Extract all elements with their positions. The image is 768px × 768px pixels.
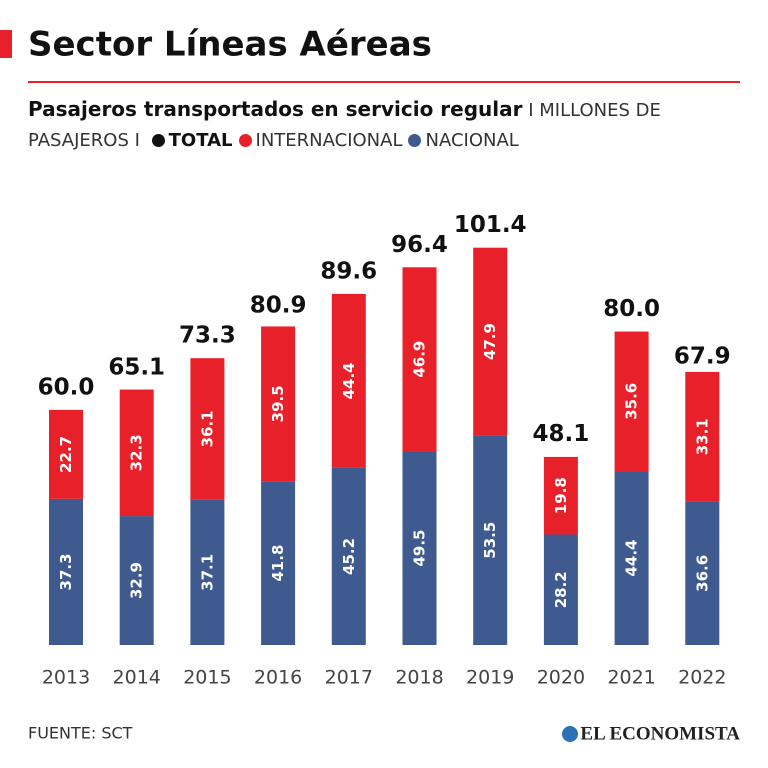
segment-label: 22.7 xyxy=(57,436,75,473)
bar-segment xyxy=(119,516,154,645)
segment-label: 32.3 xyxy=(128,434,146,471)
segment-label: 39.5 xyxy=(269,385,287,422)
subtitle-block: Pasajeros transportados en servicio regu… xyxy=(28,94,748,156)
legend-swatch xyxy=(408,134,422,147)
total-label: 73.3 xyxy=(179,322,236,348)
total-label: 67.9 xyxy=(674,343,731,369)
bar-segment xyxy=(190,358,225,500)
segment-label: 32.9 xyxy=(128,562,146,599)
bar-segment xyxy=(331,293,366,468)
bar-segment xyxy=(119,389,154,517)
bar-segment xyxy=(614,331,649,472)
total-label: 96.4 xyxy=(391,232,448,258)
segment-label: 36.1 xyxy=(198,410,216,447)
x-tick-label: 2013 xyxy=(42,667,90,689)
bar-segment xyxy=(331,467,366,645)
segment-label: 45.2 xyxy=(340,538,358,575)
bar-segment xyxy=(402,267,437,452)
brand: EL ECONOMISTA xyxy=(580,723,740,744)
bar-segment xyxy=(49,409,83,499)
x-tick-label: 2014 xyxy=(113,667,161,689)
segment-label: 33.1 xyxy=(693,418,711,455)
legend-swatch xyxy=(238,134,252,147)
legend: TOTAL INTERNACIONAL NACIONAL xyxy=(146,130,519,151)
legend-label: NACIONAL xyxy=(425,130,519,151)
segment-label: 37.1 xyxy=(198,554,216,591)
bar-segment xyxy=(685,501,720,645)
segment-label: 44.4 xyxy=(623,540,641,577)
total-label: 60.0 xyxy=(38,374,95,400)
legend-label: TOTAL xyxy=(168,130,233,151)
x-tick-label: 2019 xyxy=(466,667,514,689)
total-label: 80.9 xyxy=(250,293,307,319)
segment-label: 19.8 xyxy=(552,477,570,514)
legend-swatch xyxy=(151,134,165,147)
x-tick-label: 2021 xyxy=(607,667,655,689)
total-label: 80.0 xyxy=(603,296,660,322)
segment-label: 46.9 xyxy=(411,341,429,378)
segment-label: 28.2 xyxy=(552,571,570,608)
segment-label: 35.6 xyxy=(623,383,641,420)
segment-label: 47.9 xyxy=(481,323,499,360)
bar-segment xyxy=(473,247,508,436)
bar-segment xyxy=(190,499,225,645)
x-tick-label: 2015 xyxy=(183,667,231,689)
bar-segment xyxy=(402,451,437,645)
brand-logo xyxy=(562,726,578,742)
bar-segment xyxy=(543,456,578,535)
bar-segment xyxy=(261,326,296,482)
bar-segment xyxy=(261,481,296,645)
total-label: 89.6 xyxy=(320,258,377,284)
segment-label: 37.3 xyxy=(57,553,75,590)
total-label: 101.4 xyxy=(454,212,527,238)
bar-segment xyxy=(473,435,508,645)
x-tick-label: 2018 xyxy=(395,667,443,689)
subtitle: Pasajeros transportados en servicio regu… xyxy=(28,97,523,121)
source: FUENTE: SCT xyxy=(28,724,133,743)
legend-label: INTERNACIONAL xyxy=(255,130,403,151)
unit: I MILLONES DE PASAJEROS I xyxy=(28,100,661,151)
x-tick-label: 2017 xyxy=(325,667,373,689)
total-label: 48.1 xyxy=(533,421,590,447)
total-label: 65.1 xyxy=(108,354,165,380)
title: Sector Líneas Aéreas xyxy=(28,25,432,65)
bar-segment xyxy=(49,498,83,645)
title-accent xyxy=(0,30,12,58)
segment-label: 44.4 xyxy=(340,362,358,399)
x-tick-label: 2020 xyxy=(537,667,585,689)
x-tick-label: 2016 xyxy=(254,667,302,689)
bar-segment xyxy=(614,471,649,645)
x-tick-label: 2022 xyxy=(678,667,726,689)
segment-label: 41.8 xyxy=(269,545,287,582)
segment-label: 36.6 xyxy=(693,555,711,592)
bar-segment xyxy=(543,534,578,645)
segment-label: 49.5 xyxy=(411,530,429,567)
bar-segment xyxy=(685,371,720,502)
segment-label: 53.5 xyxy=(481,522,499,559)
